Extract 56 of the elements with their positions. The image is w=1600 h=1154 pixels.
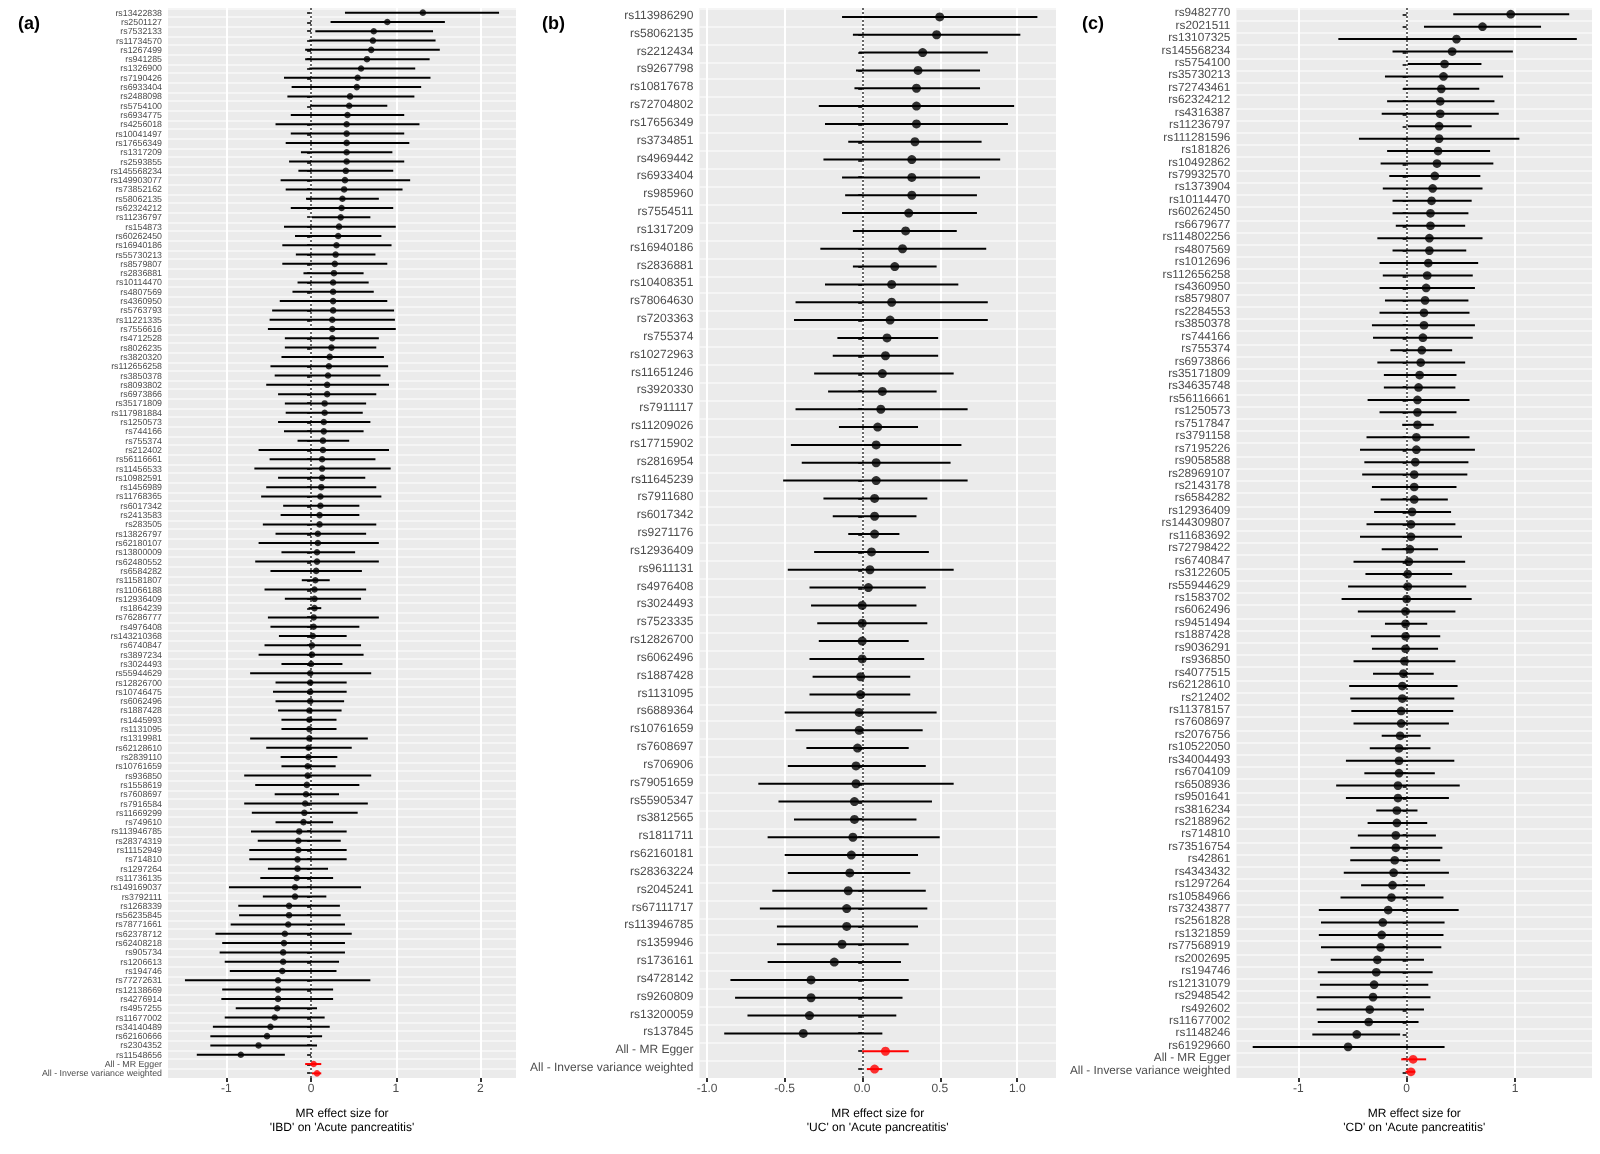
point: [849, 814, 859, 824]
point: [863, 583, 873, 593]
point: [907, 155, 917, 165]
point: [880, 351, 890, 361]
point: [871, 458, 881, 468]
point: [885, 315, 895, 325]
point: [842, 904, 852, 914]
point: [904, 208, 914, 218]
point: [798, 1028, 808, 1038]
point: [907, 172, 917, 182]
point: [870, 529, 880, 539]
point: [918, 48, 928, 58]
point: [870, 511, 880, 521]
point: [877, 369, 887, 379]
point: [880, 1046, 890, 1056]
point: [913, 65, 923, 75]
point: [851, 779, 861, 789]
point: [846, 850, 856, 860]
point: [907, 190, 917, 200]
point: [901, 226, 911, 236]
point: [898, 244, 908, 254]
point: [911, 83, 921, 93]
point: [849, 797, 859, 807]
point: [805, 1011, 814, 1021]
point: [871, 440, 881, 450]
text: (b): [542, 13, 565, 33]
point: [843, 886, 853, 896]
point: [887, 279, 897, 289]
point: [837, 939, 847, 949]
point: [854, 707, 864, 717]
point: [851, 761, 861, 771]
point: [932, 30, 942, 40]
point: [882, 333, 892, 343]
point: [911, 119, 921, 129]
point: [871, 476, 881, 486]
text: (c): [1082, 13, 1104, 33]
point: [910, 137, 920, 147]
point: [935, 12, 945, 22]
point: [854, 725, 864, 735]
point: [911, 101, 921, 111]
point: [873, 422, 883, 432]
point: [853, 743, 863, 753]
point: [890, 262, 900, 272]
point: [845, 868, 855, 878]
point: [876, 404, 886, 414]
chart-title: (a): [18, 13, 40, 33]
point: [806, 975, 816, 985]
point: [865, 565, 875, 575]
point: [829, 957, 839, 967]
point: [877, 386, 887, 396]
point: [842, 921, 852, 931]
point: [848, 832, 858, 842]
point: [806, 993, 816, 1003]
point: [870, 493, 880, 503]
point: [887, 297, 897, 307]
point: [867, 547, 876, 557]
